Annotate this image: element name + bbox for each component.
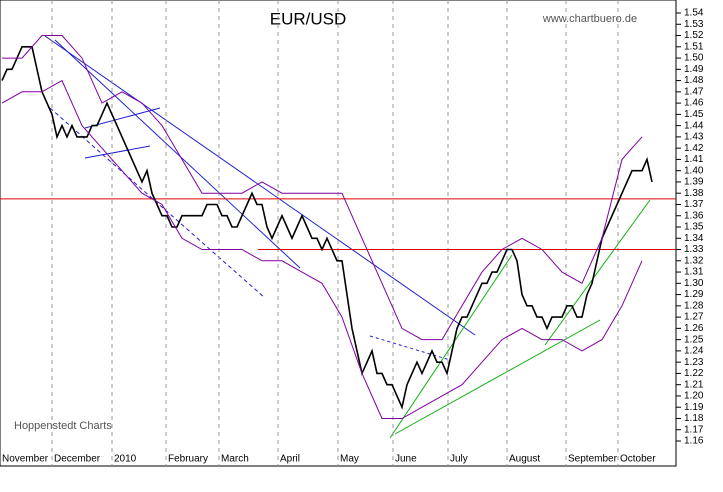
trendline <box>389 254 513 439</box>
y-tick-label: 1.30 <box>684 278 704 289</box>
y-tick-label: 1.22 <box>684 368 704 379</box>
bollinger-band <box>2 35 643 341</box>
trendline <box>49 107 266 299</box>
y-tick-label: 1.32 <box>684 255 704 266</box>
trendline <box>84 145 151 159</box>
y-tick-label: 1.31 <box>684 267 704 278</box>
x-tick-label: October <box>620 454 656 465</box>
x-tick-label: August <box>509 454 540 465</box>
y-tick-label: 1.40 <box>684 165 704 176</box>
y-tick-label: 1.50 <box>684 53 704 64</box>
source-url: www.chartbuero.de <box>542 13 637 25</box>
y-tick-label: 1.18 <box>684 413 704 424</box>
trendline <box>369 335 451 361</box>
chart-title: EUR/USD <box>270 9 347 28</box>
x-tick-label: July <box>450 454 468 465</box>
y-tick-label: 1.45 <box>684 109 704 120</box>
y-tick-label: 1.46 <box>684 98 704 109</box>
y-tick-label: 1.38 <box>684 188 704 199</box>
y-tick-label: 1.43 <box>684 132 704 143</box>
y-tick-label: 1.42 <box>684 143 704 154</box>
y-tick-label: 1.26 <box>684 323 704 334</box>
y-tick-label: 1.27 <box>684 312 704 323</box>
y-tick-label: 1.49 <box>684 64 704 75</box>
x-tick-label: March <box>221 454 249 465</box>
x-tick-label: February <box>168 454 208 465</box>
y-tick-label: 1.20 <box>684 391 704 402</box>
trendline <box>54 39 301 269</box>
x-tick-label: December <box>54 454 101 465</box>
y-tick-label: 1.21 <box>684 379 704 390</box>
trendlines <box>44 35 651 439</box>
y-tick-label: 1.24 <box>684 346 704 357</box>
x-tick-label: September <box>568 454 618 465</box>
y-tick-label: 1.36 <box>684 210 704 221</box>
y-tick-label: 1.47 <box>684 86 704 97</box>
y-tick-label: 1.48 <box>684 75 704 86</box>
x-tick-label: April <box>280 454 300 465</box>
x-tick-label: June <box>395 454 417 465</box>
y-tick-label: 1.37 <box>684 199 704 210</box>
annotation: Hoppenstedt Charts <box>14 420 112 432</box>
y-tick-label: 1.35 <box>684 222 704 233</box>
y-tick-label: 1.33 <box>684 244 704 255</box>
bollinger-band <box>1 79 643 419</box>
y-tick-label: 1.41 <box>684 154 704 165</box>
y-tick-label: 1.25 <box>684 334 704 345</box>
y-tick-label: 1.53 <box>684 19 704 30</box>
y-tick-label: 1.19 <box>684 402 704 413</box>
y-tick-label: 1.39 <box>684 177 704 188</box>
y-tick-label: 1.51 <box>684 41 704 52</box>
y-tick-label: 1.54 <box>684 8 704 19</box>
y-tick-label: 1.16 <box>684 436 704 447</box>
y-tick-label: 1.52 <box>684 30 704 41</box>
y-tick-label: 1.29 <box>684 289 704 300</box>
trendline <box>544 199 651 346</box>
y-tick-label: 1.23 <box>684 357 704 368</box>
x-tick-label: November <box>2 454 49 465</box>
price-line <box>1 45 653 410</box>
trendline <box>44 35 476 336</box>
y-tick-label: 1.34 <box>684 233 704 244</box>
x-tick-label: May <box>340 454 359 465</box>
y-tick-label: 1.17 <box>684 424 704 435</box>
y-tick-label: 1.44 <box>684 120 704 131</box>
x-tick-label: 2010 <box>114 454 137 465</box>
y-tick-label: 1.28 <box>684 300 704 311</box>
